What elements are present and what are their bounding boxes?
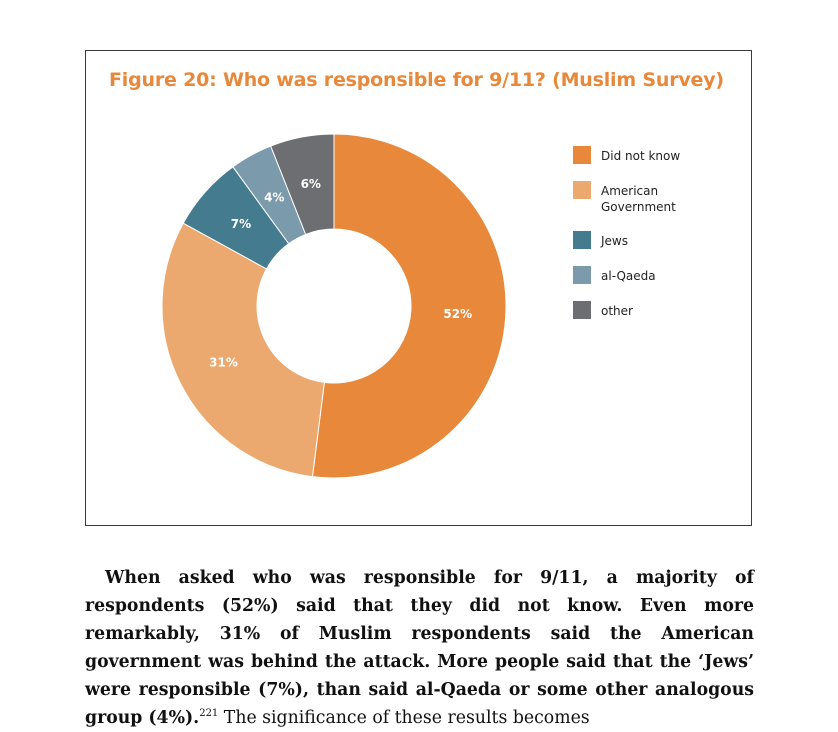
legend-label: American Government (601, 184, 676, 214)
body-plain-text: The significance of these results become… (218, 708, 590, 728)
data-label-did-not-know: 52% (443, 307, 472, 321)
chart-title: Figure 20: Who was responsible for 9/11?… (109, 69, 724, 91)
legend-swatch (573, 266, 591, 284)
legend-label: other (601, 304, 633, 318)
body-bold-text: When asked who was responsible for 9/11,… (85, 568, 754, 728)
legend-swatch (573, 301, 591, 319)
slice-other (270, 133, 335, 236)
slice-american-government (161, 222, 325, 478)
slice-did-not-know (311, 133, 507, 479)
body-paragraph: When asked who was responsible for 9/11,… (85, 564, 754, 732)
data-label-al-qaeda: 4% (264, 190, 284, 204)
legend-label: Jews (601, 234, 628, 248)
data-label-american-government: 31% (209, 355, 238, 369)
legend-swatch (573, 181, 591, 199)
legend-swatch (573, 231, 591, 249)
data-label-jews: 7% (231, 217, 251, 231)
figure-box: Figure 20: Who was responsible for 9/11?… (85, 50, 752, 526)
legend-swatch (573, 146, 591, 164)
donut-chart: 52% 31% 7% 4% 6% (161, 133, 507, 479)
legend-label: Did not know (601, 149, 681, 163)
data-label-other: 6% (301, 177, 321, 191)
legend-label: al-Qaeda (601, 269, 656, 283)
